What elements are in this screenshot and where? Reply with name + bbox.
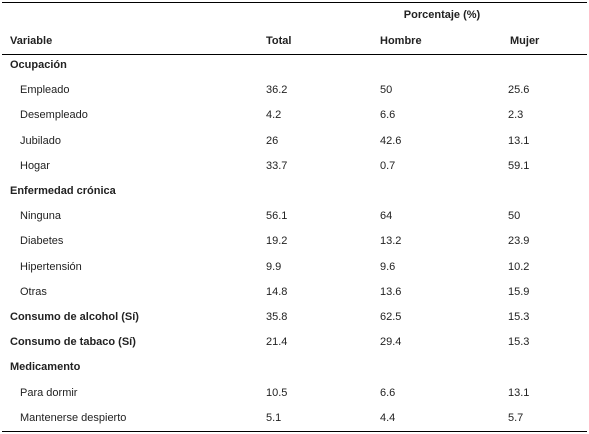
table-row: Para dormir 10.5 6.6 13.1 — [2, 386, 587, 400]
column-header-hombre: Hombre — [380, 35, 422, 47]
row-total: 9.9 — [266, 260, 282, 273]
row-total: 56.1 — [266, 210, 288, 223]
table-row: Ocupación — [2, 58, 587, 72]
row-hombre: 50 — [380, 84, 393, 97]
row-label: Enfermedad crónica — [10, 185, 116, 197]
column-header-mujer: Mujer — [510, 35, 540, 47]
row-mujer: 10.2 — [508, 260, 530, 273]
row-label: Consumo de tabaco (Sí) — [10, 336, 136, 349]
row-total: 19.2 — [266, 235, 288, 248]
row-total: 4.2 — [266, 109, 282, 122]
row-total: 10.5 — [266, 386, 288, 399]
row-hombre: 13.6 — [380, 285, 402, 298]
row-total: 26 — [266, 134, 279, 147]
table-row: Hogar 33.7 0.7 59.1 — [2, 159, 587, 173]
row-label: Diabetes — [20, 235, 64, 248]
row-hombre: 0.7 — [380, 159, 396, 172]
row-mujer: 15.9 — [508, 285, 530, 298]
table-row: Medicamento — [2, 360, 587, 374]
row-total: 21.4 — [266, 336, 288, 349]
row-mujer: 50 — [508, 210, 521, 223]
table-row: Desempleado 4.2 6.6 2.3 — [2, 108, 587, 122]
row-mujer: 15.3 — [508, 336, 530, 349]
row-label: Otras — [20, 285, 47, 298]
row-label: Desempleado — [20, 109, 88, 122]
column-header-total: Total — [266, 35, 292, 47]
table-header-row: Variable Total Hombre Mujer — [2, 35, 587, 49]
row-label: Hipertensión — [20, 260, 82, 273]
row-mujer: 25.6 — [508, 84, 530, 97]
row-hombre: 13.2 — [380, 235, 402, 248]
row-total: 5.1 — [266, 411, 282, 424]
row-label: Para dormir — [20, 386, 78, 399]
table-row: Consumo de alcohol (Sí) 35.8 62.5 15.3 — [2, 310, 587, 324]
table-row: Ninguna 56.1 64 50 — [2, 209, 587, 223]
row-mujer: 13.1 — [508, 386, 530, 399]
row-mujer: 5.7 — [508, 411, 524, 424]
table-header-rule — [2, 54, 587, 55]
row-mujer: 23.9 — [508, 235, 530, 248]
row-label: Ocupación — [10, 59, 67, 71]
row-label: Empleado — [20, 84, 70, 97]
row-hombre: 42.6 — [380, 134, 402, 147]
row-hombre: 6.6 — [380, 386, 396, 399]
table-row: Consumo de tabaco (Sí) 21.4 29.4 15.3 — [2, 335, 587, 349]
table-row: Mantenerse despierto 5.1 4.4 5.7 — [2, 411, 587, 425]
table-row: Jubilado 26 42.6 13.1 — [2, 134, 587, 148]
row-label: Ninguna — [20, 210, 61, 223]
column-header-variable: Variable — [10, 35, 53, 47]
row-hombre: 29.4 — [380, 336, 402, 349]
row-mujer: 13.1 — [508, 134, 530, 147]
row-hombre: 62.5 — [380, 311, 402, 323]
table-bottom-rule — [2, 431, 587, 432]
table-top-rule — [2, 2, 587, 3]
table-row: Empleado 36.2 50 25.6 — [2, 83, 587, 97]
table-row: Otras 14.8 13.6 15.9 — [2, 285, 587, 299]
table-row: Enfermedad crónica — [2, 184, 587, 198]
row-total: 36.2 — [266, 84, 288, 97]
row-hombre: 64 — [380, 210, 393, 223]
row-label: Hogar — [20, 159, 50, 172]
row-mujer: 59.1 — [508, 159, 530, 172]
row-label: Medicamento — [10, 361, 81, 374]
row-mujer: 2.3 — [508, 109, 524, 122]
row-mujer: 15.3 — [508, 311, 530, 323]
row-label: Mantenerse despierto — [20, 411, 127, 424]
row-hombre: 6.6 — [380, 109, 396, 122]
row-total: 35.8 — [266, 311, 288, 323]
super-header-porcentaje: Porcentaje (%) — [403, 9, 481, 21]
row-total: 33.7 — [266, 159, 288, 172]
row-label: Jubilado — [20, 134, 61, 147]
table-row: Diabetes 19.2 13.2 23.9 — [2, 234, 587, 248]
row-hombre: 4.4 — [380, 411, 396, 424]
row-hombre: 9.6 — [380, 260, 396, 273]
row-total: 14.8 — [266, 285, 288, 298]
row-label: Consumo de alcohol (Sí) — [10, 311, 139, 323]
table-row: Hipertensión 9.9 9.6 10.2 — [2, 260, 587, 274]
